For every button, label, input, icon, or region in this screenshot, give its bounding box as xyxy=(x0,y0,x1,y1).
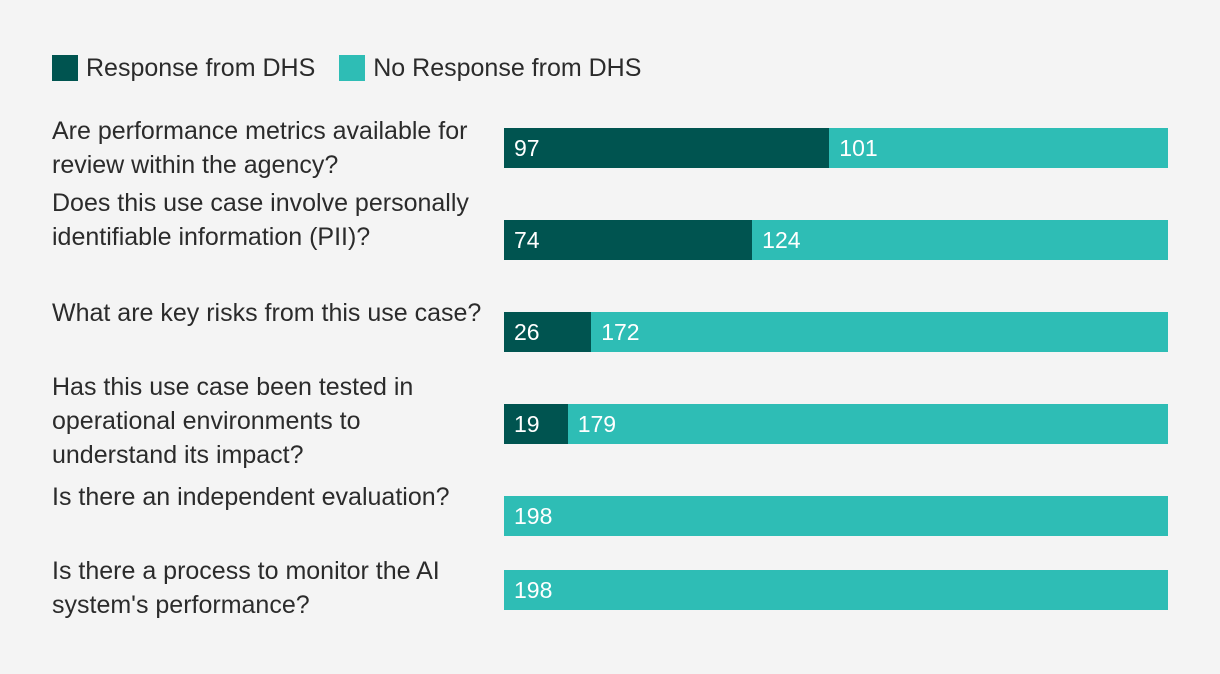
category-label: Does this use case involve personally id… xyxy=(52,189,469,251)
legend-item-no-response: No Response from DHS xyxy=(339,54,641,83)
data-label: 19 xyxy=(514,411,540,437)
chart-legend: Response from DHS No Response from DHS xyxy=(52,52,665,84)
category-label: Has this use case been tested in operati… xyxy=(52,373,414,469)
data-label: 198 xyxy=(514,503,553,529)
bar-row: 198 xyxy=(504,570,1168,610)
legend-item-response: Response from DHS xyxy=(52,54,315,83)
legend-swatch-no-response xyxy=(339,55,366,81)
legend-label-response: Response from DHS xyxy=(86,53,316,82)
bar-response: 19 xyxy=(504,404,568,444)
data-label: 124 xyxy=(762,227,801,253)
category-label: What are key risks from this use case? xyxy=(52,299,482,327)
category-label: Is there a process to monitor the AI sys… xyxy=(52,557,440,619)
bar-no-response: 124 xyxy=(752,220,1168,260)
bar-row: 26 172 xyxy=(504,312,1168,352)
category-label: Is there an independent evaluation? xyxy=(52,483,450,511)
bar-no-response: 101 xyxy=(829,128,1168,168)
bar-response: 26 xyxy=(504,312,592,352)
bar-row: 198 xyxy=(504,496,1168,536)
bar-no-response: 198 xyxy=(504,496,1168,536)
bar-row: 74 124 xyxy=(504,220,1168,260)
category-label: Are performance metrics available for re… xyxy=(52,117,468,179)
data-label: 172 xyxy=(601,319,640,345)
data-label: 97 xyxy=(514,135,540,161)
bar-response: 97 xyxy=(504,128,830,168)
data-label: 101 xyxy=(839,135,878,161)
bar-no-response: 179 xyxy=(567,404,1168,444)
data-label: 74 xyxy=(514,227,540,253)
legend-label-no-response: No Response from DHS xyxy=(373,53,642,82)
data-label: 198 xyxy=(514,577,553,603)
bar-row: 19 179 xyxy=(504,404,1168,444)
data-label: 26 xyxy=(514,319,540,345)
data-label: 179 xyxy=(577,411,617,437)
bar-row: 97 101 xyxy=(504,128,1168,168)
bar-response: 74 xyxy=(504,220,753,260)
legend-swatch-response xyxy=(52,55,78,81)
bar-no-response: 172 xyxy=(591,312,1168,352)
bar-no-response: 198 xyxy=(504,570,1168,610)
